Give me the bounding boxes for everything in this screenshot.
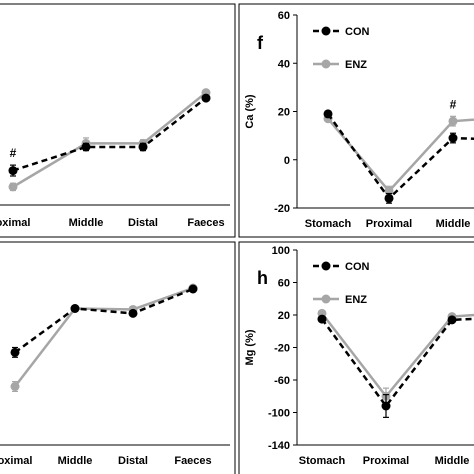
data-point-con [323,109,333,119]
legend-label-enz: ENZ [345,59,367,71]
series-line-con [12,97,207,172]
x-tick-label: Middle [435,455,470,467]
panel-top-left: oximal Middle Distal Faeces # [0,3,236,238]
data-point-con [138,142,148,152]
x-tick-label: Distal [128,217,158,229]
x-tick-label: Proximal [363,455,409,467]
y-tick-label: -100 [268,408,290,420]
y-tick-label: 100 [272,245,290,257]
data-point-con [128,308,138,318]
data-point-con [81,142,91,152]
y-tick-label: -60 [274,375,290,387]
panel-frame [238,3,474,238]
series-line-enz [321,312,474,399]
x-tick-label: oximal [0,455,32,467]
data-point-con [384,193,394,203]
x-tick-label: Stomach [305,218,352,230]
y-tick-label: -20 [274,343,290,355]
series-line-con [326,113,474,201]
data-point-con [70,304,80,313]
series-line-con [320,317,474,409]
data-point-enz [10,382,20,391]
x-tick-label: Proximal [366,218,412,230]
data-point-con [8,166,18,176]
panel-frame [238,241,474,474]
panel-label: f [257,33,264,53]
data-point-enz [448,116,458,126]
data-point-con [447,315,457,325]
y-tick-label: -20 [274,203,290,215]
significance-marker: # [10,146,17,160]
data-point-con [188,284,198,294]
data-point-con [317,314,327,324]
x-tick-label: oximal [0,217,30,229]
significance-marker: # [450,97,457,111]
series-line-enz [327,117,474,194]
x-tick-label: Stomach [299,455,346,467]
legend-label-con: CON [345,26,370,38]
panel-frame [0,3,236,238]
y-tick-label: 60 [278,278,290,290]
series-line-enz [12,91,207,188]
panel-label: h [257,268,268,288]
panel-frame [0,241,236,474]
x-tick-label: Distal [118,455,148,467]
y-tick-label: -140 [268,440,290,452]
y-axis-label: Ca (%) [244,94,256,129]
x-tick-label: Middle [58,455,93,467]
data-point-enz [8,182,18,192]
x-tick-label: Middle [436,218,471,230]
legend-marker-con [321,261,331,271]
panel-bottom-left: oximal Middle Distal Faeces [0,241,236,474]
y-tick-label: 20 [278,107,290,119]
y-tick-label: 40 [278,58,290,70]
series-line-enz [14,286,194,388]
data-point-con [381,401,391,411]
legend-marker-enz [321,59,331,69]
data-point-con [448,133,458,143]
y-tick-label: 60 [278,10,290,22]
legend-label-con: CON [345,261,370,273]
data-point-con [10,347,20,357]
legend-label-enz: ENZ [345,294,367,306]
x-tick-label: Faeces [187,217,224,229]
legend-marker-con [321,26,331,36]
data-point-con [201,93,211,103]
legend-marker-enz [321,294,331,304]
x-tick-label: Faeces [174,455,211,467]
x-tick-label: Middle [69,217,104,229]
y-tick-label: 0 [284,155,290,167]
panel-h: -140 -100 -60 -20 20 60 100 Mg (%) Stomach Proxim… [238,241,474,474]
series-line-con [14,287,194,354]
panel-f: -20 0 20 40 60 Ca (%) Stomach Proximal Middle # f C… [238,3,474,238]
y-axis-label: Mg (%) [244,329,256,365]
y-tick-label: 20 [278,310,290,322]
